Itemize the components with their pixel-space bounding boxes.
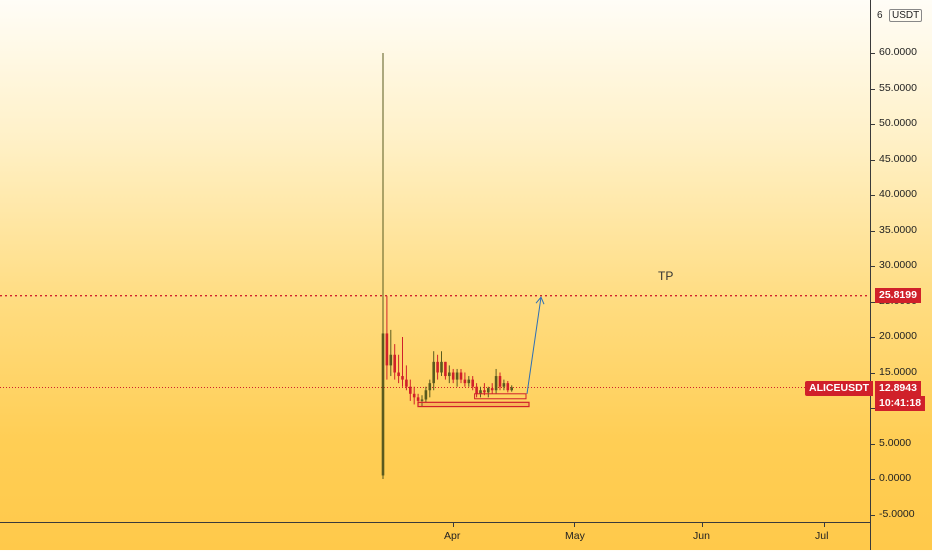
price-tick-mark [871, 266, 875, 267]
candle-body [498, 376, 502, 387]
candle-body [451, 372, 455, 380]
time-tick-mark [702, 523, 703, 527]
tp-label: TP [658, 269, 674, 283]
candle-body [416, 397, 420, 401]
price-tick-label: 50.0000 [879, 117, 917, 129]
candle-body [510, 387, 513, 391]
price-tick-label: 45.0000 [879, 152, 917, 165]
time-tick-mark [453, 523, 454, 527]
price-tick-mark [871, 53, 875, 54]
candle-body [490, 388, 494, 391]
candle-body [487, 388, 490, 393]
candle-body [424, 390, 428, 400]
price-tick-mark [871, 479, 875, 480]
candle-body [432, 361, 435, 384]
price-tick-label: 55.0000 [879, 81, 917, 94]
candle-body [483, 390, 486, 393]
price-tick-mark [871, 372, 875, 374]
candle-body [428, 383, 432, 391]
price-tick-mark [871, 88, 875, 90]
projection-arrow-line [526, 297, 542, 394]
price-tick-label: 0.0000 [879, 472, 912, 484]
time-tick-label: May [565, 530, 585, 542]
chart-area[interactable]: TP [0, 0, 870, 522]
candle-body [471, 379, 474, 387]
candle-body [389, 354, 393, 366]
price-chart[interactable] [0, 0, 870, 522]
time-tick-mark [824, 523, 825, 527]
range-box [474, 393, 527, 400]
symbol-tag[interactable]: ALICEUSDT [805, 381, 874, 396]
candle-body [463, 379, 467, 384]
price-tick-mark [871, 443, 875, 445]
current-price-tag: 12.8943 [875, 381, 921, 396]
candle-body [479, 390, 482, 394]
candle-body [401, 376, 404, 380]
currency-label[interactable]: USDT [889, 9, 923, 22]
price-tick-label: 15.0000 [879, 365, 917, 378]
time-axis[interactable]: Apr May Jun Jul [0, 522, 870, 551]
price-tick-label: 30.0000 [879, 259, 917, 271]
price-tick-label: 35.0000 [879, 223, 917, 236]
price-tick-mark [871, 230, 875, 232]
candle-body [467, 379, 471, 384]
price-tick-mark [871, 514, 875, 516]
price-tick-mark [871, 337, 875, 338]
price-tick-label: 20.0000 [879, 330, 917, 342]
price-tick-label: 60.0000 [879, 46, 917, 58]
price-tick-mark [871, 124, 875, 125]
countdown-tag: 10:41:18 [875, 396, 926, 411]
candle-body [385, 333, 389, 366]
price-tick-mark [871, 301, 875, 303]
support-zone [417, 401, 530, 408]
price-tick-label: 5.0000 [879, 436, 912, 449]
candle-body [397, 372, 400, 377]
time-tick-label: Jun [693, 530, 710, 542]
candle-body [494, 376, 498, 391]
candle-body [455, 372, 459, 380]
price-axis[interactable]: 6 USDT 60.0000 55.0000 50.0000 45.0000 40.00… [870, 0, 932, 550]
price-tick-mark [871, 159, 875, 161]
candle-body [393, 354, 396, 373]
price-tick-mark [871, 195, 875, 196]
candle-body [409, 386, 412, 394]
price-tick-label: -5.0000 [879, 507, 915, 520]
time-tick-label: Jul [815, 530, 829, 542]
price-tick-mark [871, 408, 875, 409]
candle-body [436, 361, 439, 373]
candle-body [405, 379, 408, 387]
time-tick-label: Apr [444, 530, 461, 542]
candle-body [459, 372, 463, 380]
candle-body [412, 393, 416, 398]
candle-body [420, 399, 424, 401]
candle-body [444, 361, 447, 377]
tp-price-tag: 25.8199 [875, 288, 921, 303]
candle-body [475, 386, 478, 394]
price-tick-label: 40.0000 [879, 188, 917, 200]
candle-body [506, 383, 510, 391]
currency-prefix: 6 [877, 10, 883, 21]
time-tick-mark [574, 523, 575, 527]
candle-body [440, 361, 443, 373]
candle-body [448, 372, 451, 377]
candle-body [381, 333, 385, 476]
candle-body [502, 383, 506, 387]
projection-arrow-head [535, 296, 545, 305]
